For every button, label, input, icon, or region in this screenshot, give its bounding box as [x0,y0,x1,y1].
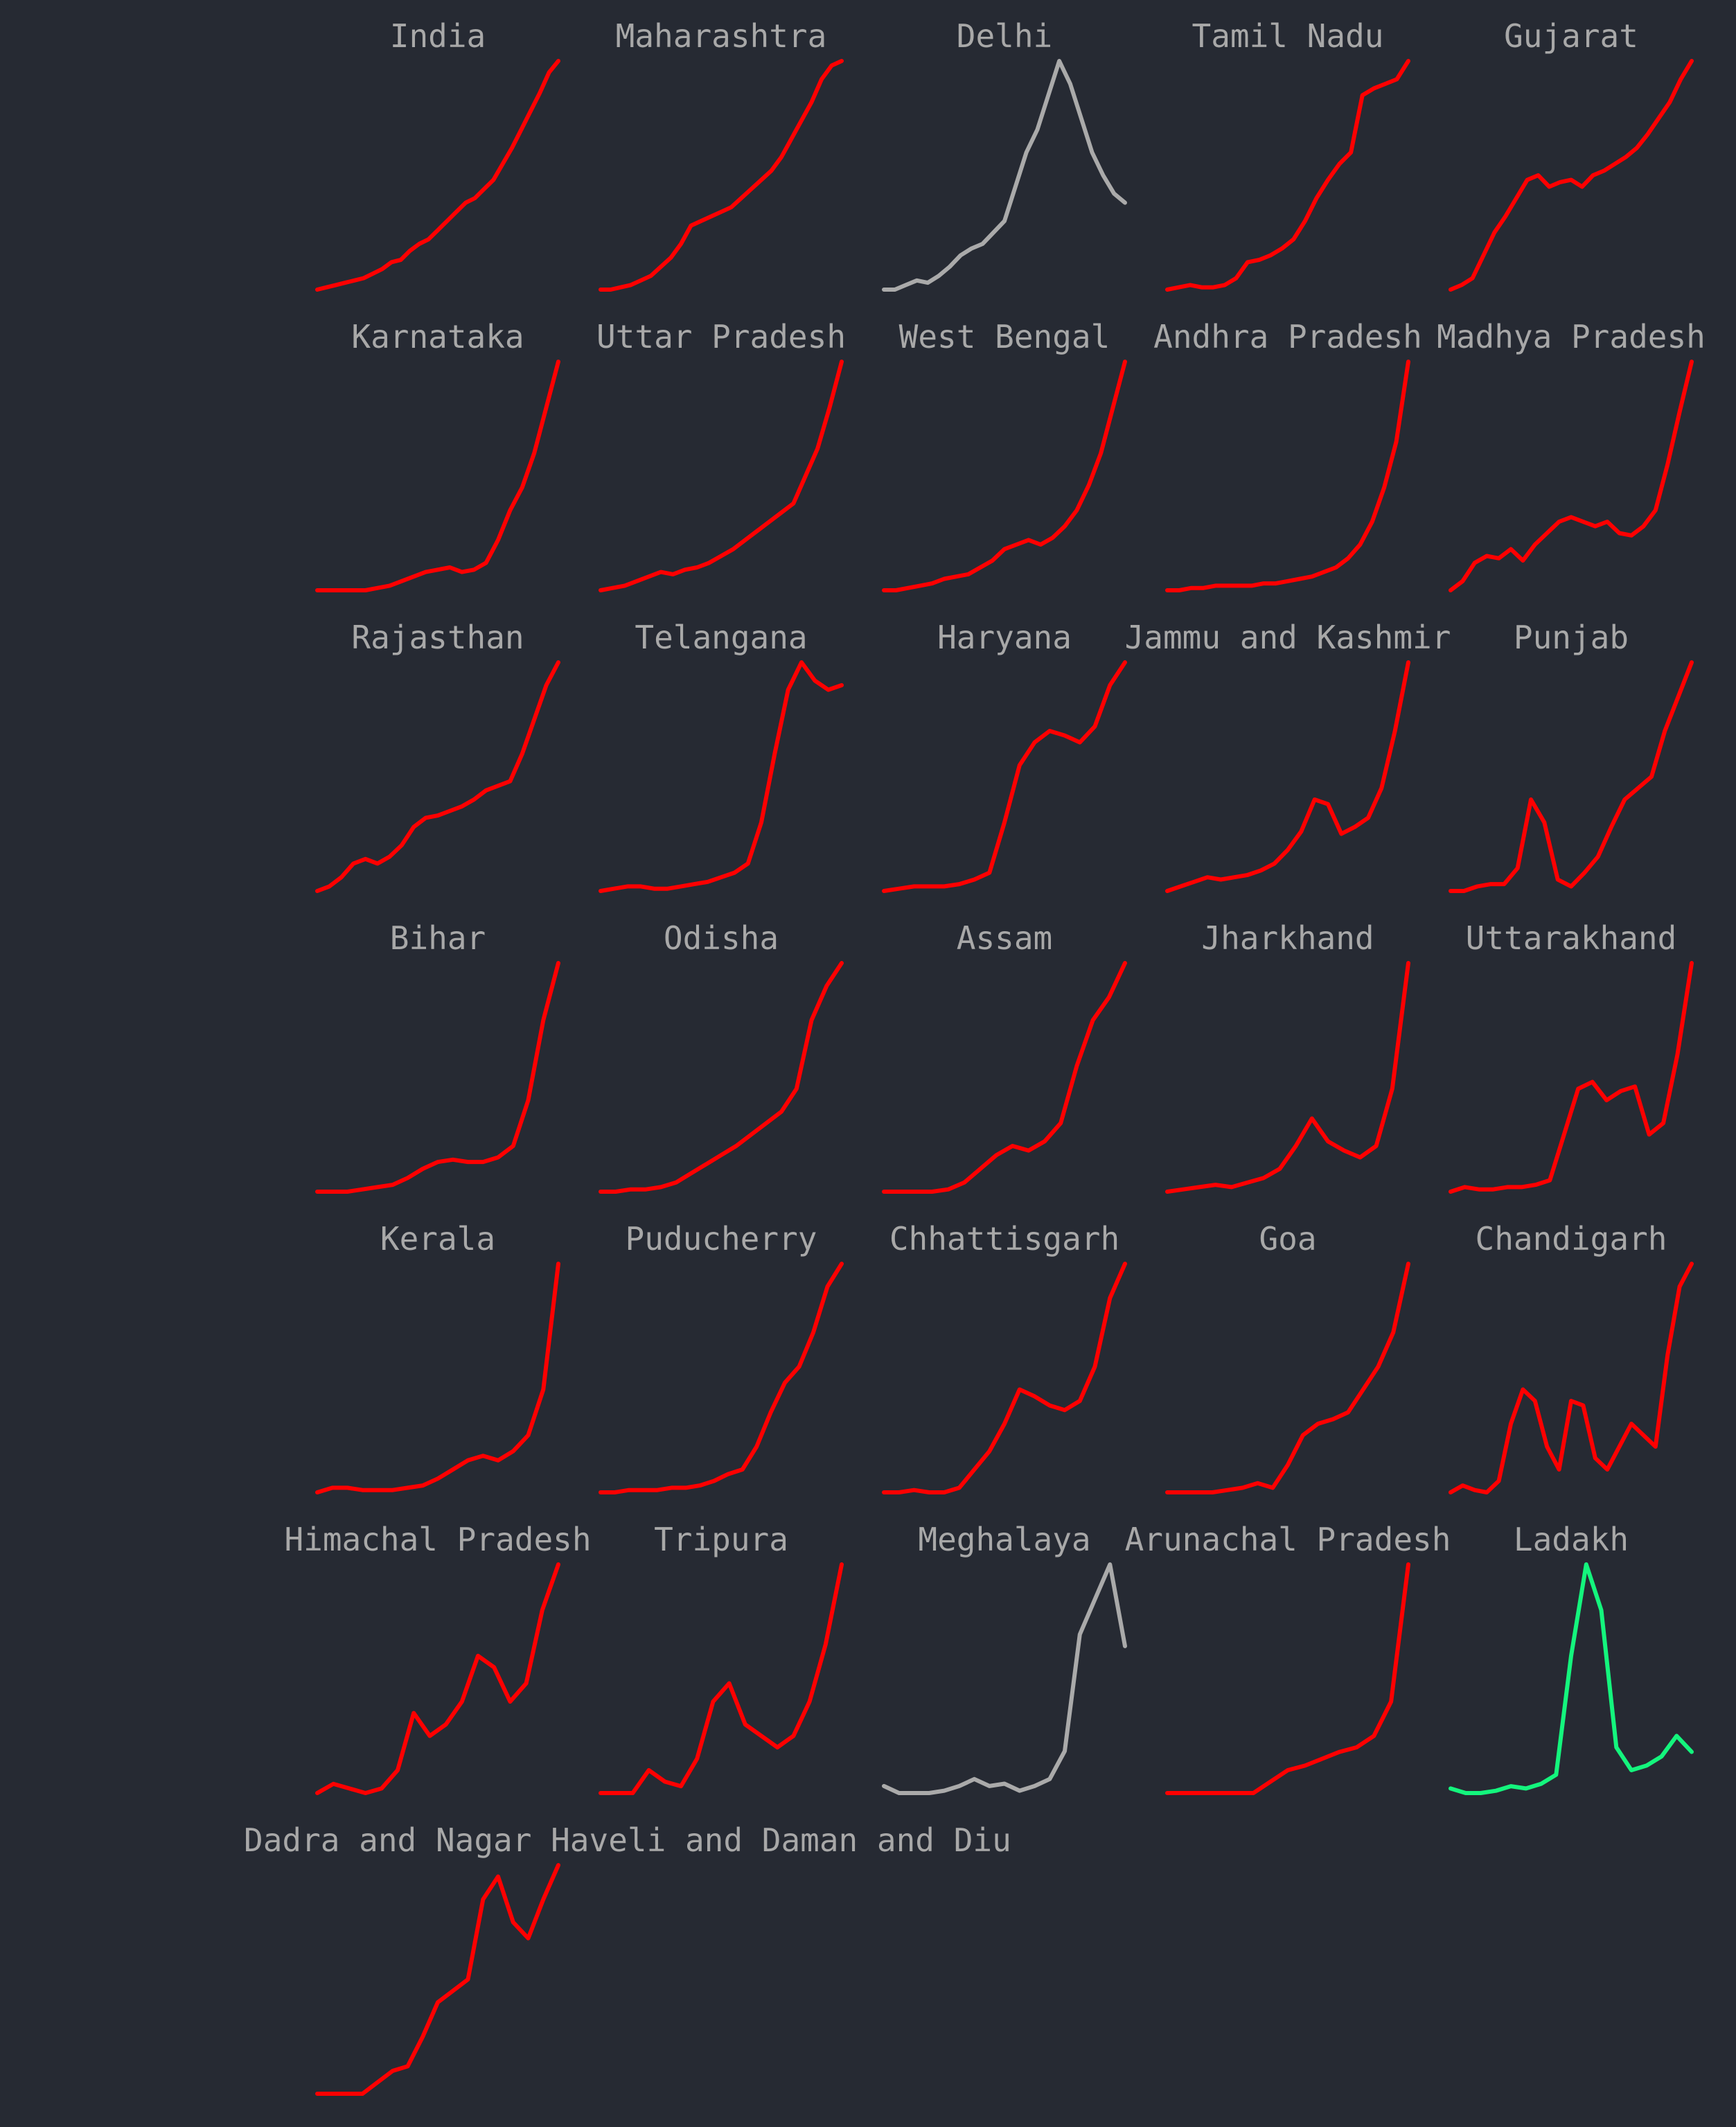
sparkline-chart [882,1562,1127,1795]
panel-title: Uttar Pradesh [596,318,847,355]
series-line [599,1262,844,1494]
sparkline-chart [599,1262,844,1494]
sparkline-chart [599,1562,844,1795]
series-line [1165,59,1410,292]
series-line [599,59,844,292]
sparkline-chart [1165,59,1410,292]
series-line [882,360,1127,592]
panel-title: Ladakh [1513,1521,1629,1558]
series-line [315,660,560,893]
sparkline-chart [882,961,1127,1194]
series-line [315,1262,560,1494]
panel-title: Gujarat [1504,17,1638,55]
series-line [1165,660,1410,893]
panel-title: Kerala [380,1220,496,1257]
sparkline-chart [1165,1262,1410,1494]
sparkline-chart [599,660,844,893]
sparkline-chart [1449,961,1694,1194]
panel-title: Maharashtra [615,17,827,55]
panel-title: Himachal Pradesh [284,1521,592,1558]
sparkline-chart [315,961,560,1194]
series-line [1165,961,1410,1194]
panel-title: Punjab [1513,619,1629,656]
sparkline-chart [882,660,1127,893]
sparkline-chart [1165,360,1410,592]
panel-title: West Bengal [898,318,1110,355]
panel-title: Haryana [937,619,1072,656]
series-line [1165,360,1410,592]
sparkline-chart [882,1262,1127,1494]
panel-title: Rajasthan [351,619,524,656]
sparkline-chart [1449,1262,1694,1494]
sparkline-chart [599,59,844,292]
panel-title: Chandigarh [1475,1220,1667,1257]
sparkline-chart [1165,961,1410,1194]
sparkline-chart [315,660,560,893]
series-line [882,961,1127,1194]
panel-title: Delhi [956,17,1053,55]
series-line [882,660,1127,893]
series-line [1449,961,1694,1194]
panel-title: Tamil Nadu [1192,17,1384,55]
sparkline-chart [599,961,844,1194]
series-line [882,1562,1127,1795]
series-line [599,1562,844,1795]
sparkline-chart [1449,1562,1694,1795]
series-line [315,1863,560,2096]
series-line [315,1562,560,1795]
sparkline-chart [315,1863,560,2096]
panel-title: Arunachal Pradesh [1124,1521,1451,1558]
panel-title: Karnataka [351,318,524,355]
series-line [599,660,844,893]
series-line [315,360,560,592]
sparkline-chart [1165,660,1410,893]
series-line [882,59,1127,292]
panel-title: Chhattisgarh [889,1220,1120,1257]
panel-title: India [389,17,486,55]
panel-title: Goa [1259,1220,1317,1257]
series-line [315,59,560,292]
panel-title: Jharkhand [1201,919,1374,957]
sparkline-chart [882,59,1127,292]
panel-title: Madhya Pradesh [1437,318,1706,355]
panel-title: Andhra Pradesh [1153,318,1422,355]
sparkline-chart [315,59,560,292]
series-line [1449,1562,1694,1795]
panel-title: Uttarakhand [1465,919,1677,957]
sparkline-chart [599,360,844,592]
panel-title: Jammu and Kashmir [1124,619,1451,656]
sparkline-chart [1449,660,1694,893]
panel-title: Tripura [654,1521,788,1558]
panel-title: Assam [956,919,1053,957]
panel-title: Bihar [389,919,486,957]
sparkline-chart [315,1262,560,1494]
series-line [1449,360,1694,592]
series-line [315,961,560,1194]
sparkline-chart [1449,360,1694,592]
panel-title: Odisha [663,919,779,957]
sparkline-chart [315,1562,560,1795]
panel-title: Puducherry [625,1220,817,1257]
sparkline-chart [882,360,1127,592]
panel-title: Meghalaya [918,1521,1091,1558]
series-line [1165,1262,1410,1494]
sparkline-chart [1165,1562,1410,1795]
series-line [599,961,844,1194]
sparkline-chart [1449,59,1694,292]
series-line [1165,1562,1410,1795]
series-line [1449,59,1694,292]
sparkline-chart [315,360,560,592]
panel-title: Dadra and Nagar Haveli and Daman and Diu [244,1821,1011,1859]
series-line [599,360,844,592]
panel-title: Telangana [635,619,808,656]
series-line [1449,660,1694,893]
series-line [1449,1262,1694,1494]
series-line [882,1262,1127,1494]
